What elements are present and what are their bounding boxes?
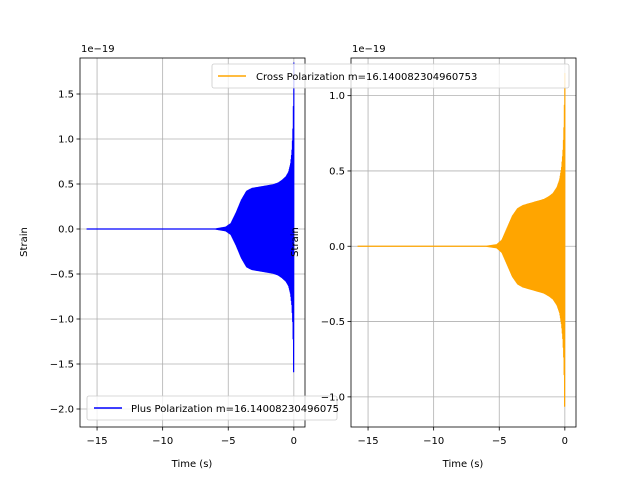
- x-tick-label: −5: [492, 436, 507, 447]
- y-tick-label: 0.0: [329, 242, 345, 253]
- x-tick-label: −10: [152, 436, 173, 447]
- y-tick-label: 1.0: [329, 91, 345, 102]
- y-tick-label: −1.0: [321, 392, 345, 403]
- x-tick-label: 0: [291, 436, 297, 447]
- y-tick-label: −1.5: [50, 360, 74, 371]
- legend: Plus Polarization m=16.14008230496075: [86, 395, 339, 421]
- axes-frame: [79, 57, 306, 428]
- y-tick-label: −0.5: [321, 317, 345, 328]
- y-axis-label: Strain: [19, 227, 30, 257]
- y-tick-label: −0.5: [50, 270, 74, 281]
- y-tick-label: 0.5: [329, 166, 345, 177]
- x-tick-label: 0: [562, 436, 568, 447]
- y-axis-label: Strain: [290, 227, 301, 257]
- legend-label-cross: Cross Polarization m=16.140082304960753: [256, 72, 477, 83]
- legend-label-plus: Plus Polarization m=16.14008230496075: [131, 404, 339, 415]
- y-tick-label: 1.5: [58, 90, 74, 101]
- y-tick-label: 0.5: [58, 180, 74, 191]
- x-tick-label: −15: [87, 436, 108, 447]
- x-axis-label: Time (s): [442, 459, 484, 470]
- legend: Cross Polarization m=16.140082304960753: [211, 63, 570, 89]
- y-tick-label: −1.0: [50, 315, 74, 326]
- x-tick-label: −5: [221, 436, 236, 447]
- cross-polarization-axes: −15 −10 −5 0 −1.0 −0.5 0.0 0.5 1.0 1e−19 Time (s…: [211, 44, 577, 470]
- x-axis-label: Time (s): [171, 459, 213, 470]
- x-tick-label: −10: [423, 436, 444, 447]
- y-tick-label: 1.0: [58, 135, 74, 146]
- y-offset-label: 1e−19: [81, 44, 115, 55]
- series-line: [86, 62, 295, 373]
- y-tick-label: −2.0: [50, 405, 74, 416]
- x-tick-label: −15: [358, 436, 379, 447]
- plus-polarization-axes: −15 −10 −5 0 −2.0 −1.5 −1.0 −0.5 0.0 0.5 1.0 1.5 1e…: [19, 44, 339, 470]
- y-tick-label: 0.0: [58, 225, 74, 236]
- y-offset-label: 1e−19: [352, 44, 386, 55]
- series-line: [357, 73, 566, 407]
- axes-frame: [350, 57, 577, 428]
